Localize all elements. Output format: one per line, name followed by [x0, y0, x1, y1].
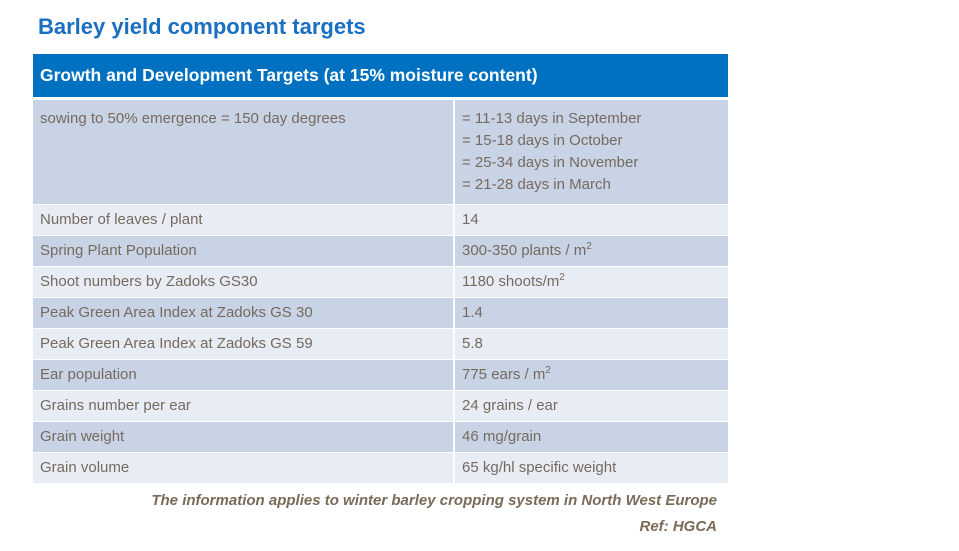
value-line: = 25-34 days in November [462, 154, 639, 171]
row-value: 24 grains / ear [455, 391, 728, 421]
row-label: Ear population [33, 360, 455, 390]
row-value: 1.4 [455, 298, 728, 328]
row-label: Shoot numbers by Zadoks GS30 [33, 267, 455, 297]
row-label: Grain weight [33, 422, 455, 452]
value-text: 5.8 [462, 335, 483, 352]
value-text: 65 kg/hl specific weight [462, 459, 617, 476]
table-row: Peak Green Area Index at Zadoks GS 59 5.8 [33, 329, 728, 360]
table-row: Grain weight 46 mg/grain [33, 422, 728, 453]
table-row: Shoot numbers by Zadoks GS30 1180 shoots/… [33, 267, 728, 298]
table-row: Number of leaves / plant 14 [33, 205, 728, 236]
row-value: = 11-13 days in September = 15-18 days i… [455, 100, 728, 204]
value-text: 300-350 plants / m [462, 242, 587, 259]
value-line: = 21-28 days in March [462, 176, 611, 193]
superscript: 2 [545, 365, 551, 376]
table-row: Spring Plant Population 300-350 plants / … [33, 236, 728, 267]
row-label: Grain volume [33, 453, 455, 483]
superscript: 2 [586, 241, 592, 252]
table-row: Grains number per ear 24 grains / ear [33, 391, 728, 422]
row-label: Grains number per ear [33, 391, 455, 421]
row-label: Number of leaves / plant [33, 205, 455, 235]
value-text: 14 [462, 211, 479, 228]
footnote: The information applies to winter barley… [151, 492, 717, 509]
table-row: sowing to 50% emergence = 150 day degree… [33, 100, 728, 205]
row-value: 300-350 plants / m2 [455, 236, 728, 266]
table-row: Grain volume 65 kg/hl specific weight [33, 453, 728, 484]
value-line: = 15-18 days in October [462, 132, 623, 149]
row-value: 775 ears / m2 [455, 360, 728, 390]
row-value: 14 [455, 205, 728, 235]
table-row: Ear population 775 ears / m2 [33, 360, 728, 391]
row-label: Peak Green Area Index at Zadoks GS 59 [33, 329, 455, 359]
value-text: 1180 shoots/m [462, 273, 560, 290]
value-text: 46 mg/grain [462, 428, 542, 445]
value-text: 1.4 [462, 304, 483, 321]
row-label: Spring Plant Population [33, 236, 455, 266]
table-header: Growth and Development Targets (at 15% m… [33, 54, 728, 97]
row-value: 65 kg/hl specific weight [455, 453, 728, 483]
row-value: 5.8 [455, 329, 728, 359]
superscript: 2 [559, 272, 565, 283]
value-line: = 11-13 days in September [462, 110, 642, 127]
row-value: 1180 shoots/m2 [455, 267, 728, 297]
row-label: sowing to 50% emergence = 150 day degree… [33, 100, 455, 204]
targets-table: Growth and Development Targets (at 15% m… [33, 54, 728, 484]
row-label: Peak Green Area Index at Zadoks GS 30 [33, 298, 455, 328]
table-row: Peak Green Area Index at Zadoks GS 30 1.4 [33, 298, 728, 329]
row-value: 46 mg/grain [455, 422, 728, 452]
value-text: 775 ears / m [462, 366, 546, 383]
value-text: 24 grains / ear [462, 397, 558, 414]
reference: Ref: HGCA [639, 518, 718, 535]
slide-title: Barley yield component targets [38, 14, 366, 39]
